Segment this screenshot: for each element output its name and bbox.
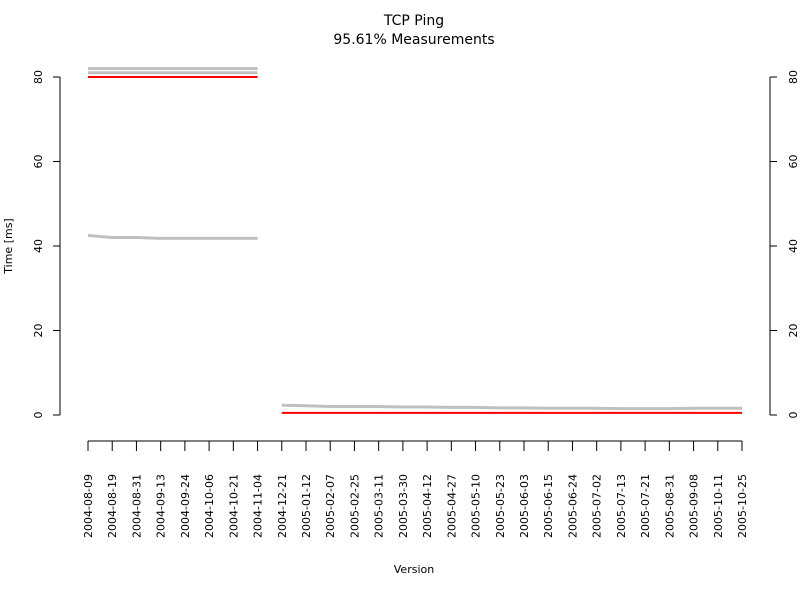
x-tick-label: 2005-06-24: [566, 474, 579, 538]
y2-tick-label: 0: [787, 412, 800, 419]
x-tick-label: 2005-07-02: [591, 474, 604, 538]
x-tick-label: 2005-10-11: [712, 474, 725, 538]
x-tick-label: 2005-06-03: [518, 474, 531, 538]
chart-title: TCP Ping: [383, 13, 444, 29]
y-tick-label: 60: [32, 155, 45, 169]
x-tick-label: 2004-11-04: [252, 474, 265, 538]
y2-tick-label: 40: [787, 239, 800, 253]
y2-tick-label: 80: [787, 70, 800, 84]
x-tick-label: 2004-09-13: [155, 474, 168, 538]
x-tick-label: 2004-12-21: [276, 474, 289, 538]
y2-tick-label: 60: [787, 155, 800, 169]
x-tick-label: 2004-10-21: [227, 474, 240, 538]
x-tick-label: 2005-02-25: [348, 474, 361, 538]
x-tick-label: 2005-06-15: [542, 474, 555, 538]
y-axis-label: Time [ms]: [2, 218, 15, 274]
y-tick-label: 20: [32, 324, 45, 338]
x-tick-label: 2004-10-06: [203, 474, 216, 538]
x-tick-label: 2005-03-11: [373, 474, 386, 538]
x-tick-label: 2005-07-13: [615, 474, 628, 538]
x-tick-label: 2005-05-10: [470, 474, 483, 538]
y-tick-label: 80: [32, 70, 45, 84]
y-tick-label: 0: [32, 412, 45, 419]
x-tick-label: 2005-01-12: [300, 474, 313, 538]
x-tick-label: 2005-05-23: [494, 474, 507, 538]
x-tick-label: 2005-09-08: [688, 474, 701, 538]
x-tick-label: 2005-04-27: [445, 474, 458, 538]
chart-subtitle: 95.61% Measurements: [333, 32, 494, 48]
x-tick-label: 2005-04-12: [421, 474, 434, 538]
series-line: [281, 403, 742, 411]
y2-tick-label: 20: [787, 324, 800, 338]
x-tick-label: 2005-03-30: [397, 474, 410, 538]
x-tick-label: 2005-07-21: [639, 474, 652, 538]
x-tick-label: 2005-08-31: [663, 474, 676, 538]
x-tick-label: 2005-10-25: [736, 474, 749, 538]
x-tick-label: 2004-09-24: [179, 474, 192, 538]
y-tick-label: 40: [32, 239, 45, 253]
x-tick-label: 2005-02-07: [324, 474, 337, 538]
series-line: [87, 233, 258, 240]
x-tick-label: 2004-08-31: [130, 474, 143, 538]
x-tick-label: 2004-08-19: [106, 474, 119, 538]
x-axis-label: Version: [394, 563, 434, 576]
x-tick-label: 2004-08-09: [82, 474, 95, 538]
